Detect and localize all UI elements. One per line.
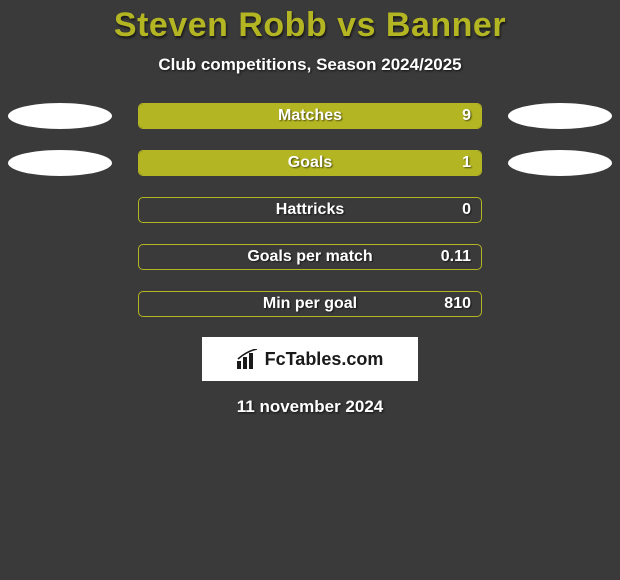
stat-bar: Hattricks 0 xyxy=(138,197,482,223)
comparison-widget: Steven Robb vs Banner Club competitions,… xyxy=(0,0,620,417)
stat-value: 9 xyxy=(462,107,471,125)
player-right-marker xyxy=(508,103,612,129)
stat-label: Goals per match xyxy=(247,248,372,266)
stat-row: Hattricks 0 xyxy=(0,197,620,223)
stat-bar: Matches 9 xyxy=(138,103,482,129)
player-left-marker xyxy=(8,103,112,129)
fctables-logo[interactable]: FcTables.com xyxy=(202,337,418,381)
stat-bar: Min per goal 810 xyxy=(138,291,482,317)
bar-chart-icon xyxy=(237,349,259,369)
stat-row: Goals 1 xyxy=(0,150,620,176)
stat-label: Matches xyxy=(278,107,342,125)
logo-text: FcTables.com xyxy=(265,349,384,370)
player-left-marker xyxy=(8,150,112,176)
stat-row: Matches 9 xyxy=(0,103,620,129)
stat-bar: Goals per match 0.11 xyxy=(138,244,482,270)
stat-label: Hattricks xyxy=(276,201,344,219)
stat-value: 1 xyxy=(462,154,471,172)
player-right-marker xyxy=(508,150,612,176)
stat-rows: Matches 9 Goals 1 Hattricks 0 Goals per match 0… xyxy=(0,103,620,317)
stat-value: 810 xyxy=(444,295,471,313)
stat-label: Min per goal xyxy=(263,295,357,313)
stat-bar: Goals 1 xyxy=(138,150,482,176)
stat-label: Goals xyxy=(288,154,332,172)
stat-value: 0 xyxy=(462,201,471,219)
stat-row: Goals per match 0.11 xyxy=(0,244,620,270)
date-label: 11 november 2024 xyxy=(237,397,383,417)
stat-value: 0.11 xyxy=(441,248,471,266)
stat-row: Min per goal 810 xyxy=(0,291,620,317)
page-title: Steven Robb vs Banner xyxy=(114,6,506,45)
subtitle: Club competitions, Season 2024/2025 xyxy=(158,55,461,75)
